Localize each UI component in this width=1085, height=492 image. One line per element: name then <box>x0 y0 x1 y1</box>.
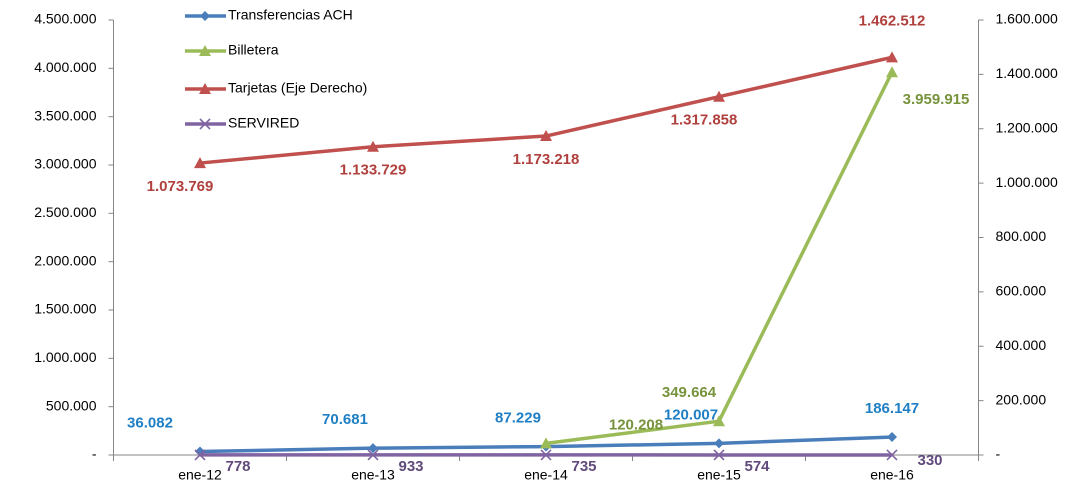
data-label: 70.681 <box>322 411 368 428</box>
marker <box>199 45 211 56</box>
marker <box>887 432 897 443</box>
y-tick-label: 4.000.000 <box>34 59 96 75</box>
y2-tick-label: 1.000.000 <box>996 174 1058 190</box>
x-tick-label: ene-15 <box>697 467 741 483</box>
y-tick-label: - <box>92 446 97 462</box>
y2-tick-label: 800.000 <box>996 228 1047 244</box>
y-tick-label: 1.000.000 <box>34 349 96 365</box>
data-label: 1.317.858 <box>671 112 738 129</box>
data-label: 933 <box>398 458 423 475</box>
marker <box>713 90 725 102</box>
y-tick-label: 2.500.000 <box>34 204 96 220</box>
marker <box>713 449 725 461</box>
data-label: 1.073.769 <box>147 178 214 195</box>
y2-tick-label: 400.000 <box>996 337 1047 353</box>
data-label: 574 <box>744 458 770 475</box>
y-tick-label: 3.000.000 <box>34 156 96 172</box>
x-tick-label: ene-16 <box>870 467 914 483</box>
data-label: 349.664 <box>662 384 717 401</box>
y-tick-label: 1.500.000 <box>34 301 96 317</box>
data-label: 120.208 <box>609 416 663 433</box>
y2-tick-label: - <box>996 446 1001 462</box>
y2-tick-label: 600.000 <box>996 283 1047 299</box>
marker <box>367 140 379 152</box>
marker <box>194 449 206 461</box>
marker <box>540 437 552 449</box>
series-line <box>199 55 893 165</box>
data-label: 330 <box>917 452 942 469</box>
marker <box>714 438 724 449</box>
marker <box>199 118 211 130</box>
marker <box>367 449 379 461</box>
y2-tick-label: 1.400.000 <box>996 65 1058 81</box>
x-tick-label: ene-12 <box>178 467 222 483</box>
marker <box>886 449 898 461</box>
data-label: 186.147 <box>865 400 919 417</box>
marker <box>540 130 552 142</box>
marker <box>194 157 206 169</box>
marker <box>200 11 210 21</box>
data-label: 120.007 <box>664 406 718 423</box>
y2-tick-label: 1.600.000 <box>996 11 1058 27</box>
y-tick-label: 500.000 <box>46 397 97 413</box>
marker <box>886 51 898 63</box>
y-tick-label: 2.000.000 <box>34 252 96 268</box>
y-tick-label: 3.500.000 <box>34 107 96 123</box>
marker <box>368 443 378 454</box>
data-label: 3.959.915 <box>903 91 970 108</box>
x-tick-label: ene-13 <box>351 467 395 483</box>
data-label: 87.229 <box>495 410 541 427</box>
marker <box>713 415 725 427</box>
y2-tick-label: 200.000 <box>996 391 1047 407</box>
data-label: 1.173.218 <box>513 151 580 168</box>
legend-label: Transferencias ACH <box>228 7 353 23</box>
data-label: 735 <box>571 458 596 475</box>
y-tick-label: 4.500.000 <box>34 11 96 27</box>
marker <box>886 66 898 78</box>
data-label: 778 <box>225 458 250 475</box>
legend-label: SERVIRED <box>228 115 299 131</box>
data-label: 36.082 <box>127 414 173 431</box>
marker <box>199 83 211 94</box>
data-label: 1.133.729 <box>340 162 407 179</box>
legend-label: Tarjetas (Eje Derecho) <box>228 80 367 96</box>
marker <box>540 449 552 461</box>
legend-label: Billetera <box>228 42 279 58</box>
y2-tick-label: 1.200.000 <box>996 119 1058 135</box>
x-tick-label: ene-14 <box>524 467 568 483</box>
data-label: 1.462.512 <box>859 12 926 29</box>
